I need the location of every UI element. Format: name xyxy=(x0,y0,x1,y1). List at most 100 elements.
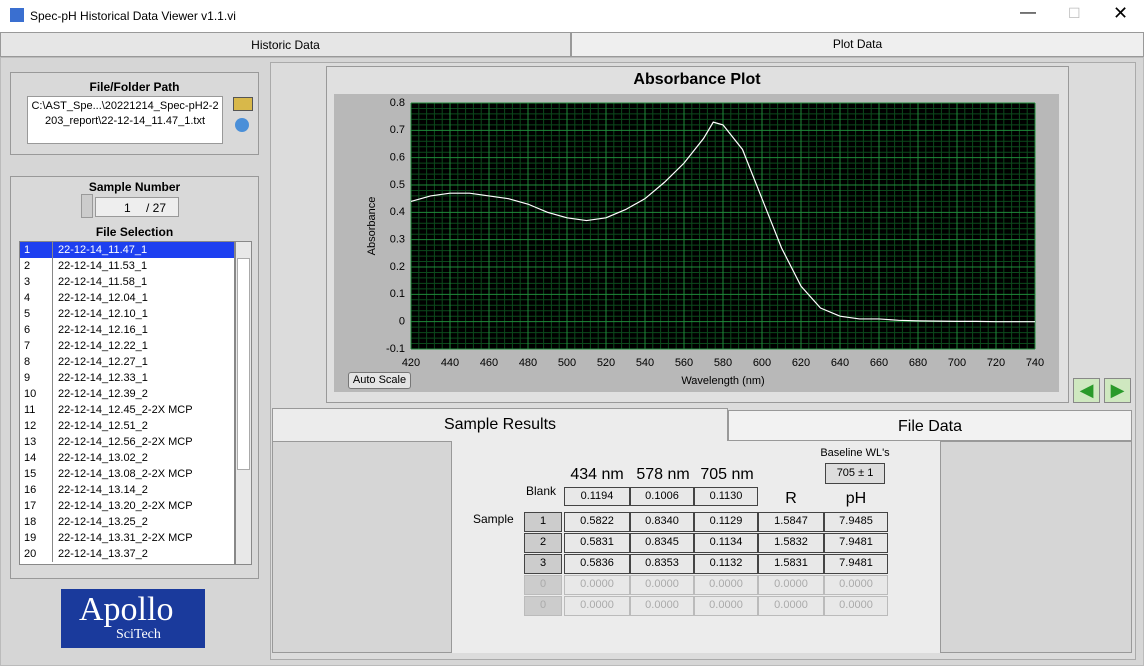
row-name: 22-12-14_13.37_2 xyxy=(58,548,148,560)
row-divider xyxy=(52,530,53,546)
row-index: 18 xyxy=(24,516,37,528)
scroll-thumb[interactable] xyxy=(237,258,250,470)
x-tick-label: 660 xyxy=(870,357,888,369)
row-divider xyxy=(52,418,53,434)
file-row[interactable]: 7 22-12-14_12.22_1 xyxy=(20,338,234,354)
file-row[interactable]: 16 22-12-14_13.14_2 xyxy=(20,482,234,498)
window-title: Spec-pH Historical Data Viewer v1.1.vi xyxy=(30,9,236,23)
row-index: 17 xyxy=(24,500,37,512)
result-cell: 0.1132 xyxy=(694,554,758,574)
tab[interactable]: File Data xyxy=(728,410,1132,441)
auto-scale-button[interactable]: Auto Scale xyxy=(348,372,411,389)
file-row[interactable]: 11 22-12-14_12.45_2-2X MCP xyxy=(20,402,234,418)
file-row[interactable]: 9 22-12-14_12.33_1 xyxy=(20,370,234,386)
file-row[interactable]: 4 22-12-14_12.04_1 xyxy=(20,290,234,306)
file-row[interactable]: 17 22-12-14_13.20_2-2X MCP xyxy=(20,498,234,514)
row-index: 6 xyxy=(24,324,31,336)
row-divider xyxy=(52,258,53,274)
path-input[interactable]: C:\AST_Spe...\20221214_Spec-pH2-2203_rep… xyxy=(27,96,223,144)
minimize[interactable]: — xyxy=(1020,4,1036,21)
file-row[interactable]: 18 22-12-14_13.25_2 xyxy=(20,514,234,530)
result-cell: 0.1134 xyxy=(694,533,758,553)
row-index: 19 xyxy=(24,532,37,544)
row-divider xyxy=(52,386,53,402)
next-button[interactable]: ▶ xyxy=(1104,378,1131,403)
row-name: 22-12-14_13.31_2-2X MCP xyxy=(58,532,193,544)
file-row[interactable]: 8 22-12-14_12.27_1 xyxy=(20,354,234,370)
row-name: 22-12-14_12.22_1 xyxy=(58,340,148,352)
row-divider xyxy=(52,338,53,354)
file-row[interactable]: 15 22-12-14_13.08_2-2X MCP xyxy=(20,466,234,482)
path-group: File/Folder Path C:\AST_Spe...\20221214_… xyxy=(10,72,259,155)
browse-button[interactable] xyxy=(233,97,253,111)
row-divider xyxy=(52,242,53,258)
result-cell: 0.0000 xyxy=(630,596,694,616)
row-index: 11 xyxy=(24,404,36,416)
sample-input[interactable]: 1 / 27 xyxy=(95,197,179,217)
chart-title: Absorbance Plot xyxy=(633,71,761,88)
x-tick-label: 580 xyxy=(714,357,732,369)
baseline-value: 705 ± 1 xyxy=(825,463,885,484)
row-divider xyxy=(52,450,53,466)
data-line xyxy=(410,121,1035,323)
x-tick-label: 720 xyxy=(987,357,1005,369)
app-icon xyxy=(10,8,24,22)
result-cell: 0.0000 xyxy=(758,575,824,595)
tab[interactable]: Sample Results xyxy=(272,408,728,441)
result-cell: 0.0000 xyxy=(824,596,888,616)
x-tick-label: 620 xyxy=(792,357,810,369)
row-divider xyxy=(52,482,53,498)
x-tick-label: 440 xyxy=(441,357,459,369)
file-row[interactable]: 2 22-12-14_11.53_1 xyxy=(20,258,234,274)
row-name: 22-12-14_12.10_1 xyxy=(58,308,148,320)
scrollbar[interactable] xyxy=(235,241,252,565)
x-tick-label: 640 xyxy=(831,357,849,369)
row-index: 3 xyxy=(24,276,31,288)
tab[interactable]: Historic Data xyxy=(0,32,571,57)
file-row[interactable]: 12 22-12-14_12.51_2 xyxy=(20,418,234,434)
absorbance-plot: Absorbance Plot Wavelength (nm) Absorban… xyxy=(334,71,1059,392)
file-row[interactable]: 3 22-12-14_11.58_1 xyxy=(20,274,234,290)
wavelength-header: 705 nm xyxy=(700,466,754,483)
logo-sub: SciTech xyxy=(116,627,161,642)
file-row[interactable]: 1 22-12-14_11.47_1 xyxy=(20,242,234,258)
row-index: 15 xyxy=(24,468,37,480)
row-index: 12 xyxy=(24,420,37,432)
title-bar: Spec-pH Historical Data Viewer v1.1.vi —… xyxy=(0,0,1144,32)
result-cell: 0.1129 xyxy=(694,512,758,532)
maximize[interactable]: ☐ xyxy=(1068,5,1081,21)
prev-button[interactable]: ◀ xyxy=(1073,378,1100,403)
ph-header: pH xyxy=(845,490,867,507)
result-cell: 1.5847 xyxy=(758,512,824,532)
tab[interactable]: Plot Data xyxy=(571,32,1144,57)
sample-label: Sample Number xyxy=(88,180,181,194)
result-cell: 0 xyxy=(524,575,562,595)
file-row[interactable]: 6 22-12-14_12.16_1 xyxy=(20,322,234,338)
file-row[interactable]: 19 22-12-14_13.31_2-2X MCP xyxy=(20,530,234,546)
file-row[interactable]: 10 22-12-14_12.39_2 xyxy=(20,386,234,402)
row-index: 16 xyxy=(24,484,37,496)
sample-total: / 27 xyxy=(146,201,167,215)
file-row[interactable]: 14 22-12-14_13.02_2 xyxy=(20,450,234,466)
file-selection-label: File Selection xyxy=(95,225,174,239)
blank-label: Blank xyxy=(526,484,557,498)
row-name: 22-12-14_13.25_2 xyxy=(58,516,148,528)
sample-label: Sample xyxy=(473,512,514,526)
y-axis-label: Absorbance xyxy=(366,197,378,256)
spinner[interactable] xyxy=(81,194,93,218)
y-tick-label: 0.8 xyxy=(390,97,405,109)
result-cell: 0.0000 xyxy=(564,575,630,595)
close[interactable]: ✕ xyxy=(1113,3,1129,23)
result-cell: 0.0000 xyxy=(630,575,694,595)
refresh-button[interactable] xyxy=(235,118,249,132)
x-tick-label: 680 xyxy=(909,357,927,369)
file-row[interactable]: 13 22-12-14_12.56_2-2X MCP xyxy=(20,434,234,450)
file-row[interactable]: 5 22-12-14_12.10_1 xyxy=(20,306,234,322)
file-row[interactable]: 20 22-12-14_13.37_2 xyxy=(20,546,234,562)
row-name: 22-12-14_11.47_1 xyxy=(58,244,148,256)
row-name: 22-12-14_12.33_1 xyxy=(58,372,148,384)
y-tick-label: 0.4 xyxy=(390,206,405,218)
blank-cell: 0.1194 xyxy=(564,487,630,506)
row-divider xyxy=(52,498,53,514)
y-tick-label: 0.7 xyxy=(390,124,405,136)
